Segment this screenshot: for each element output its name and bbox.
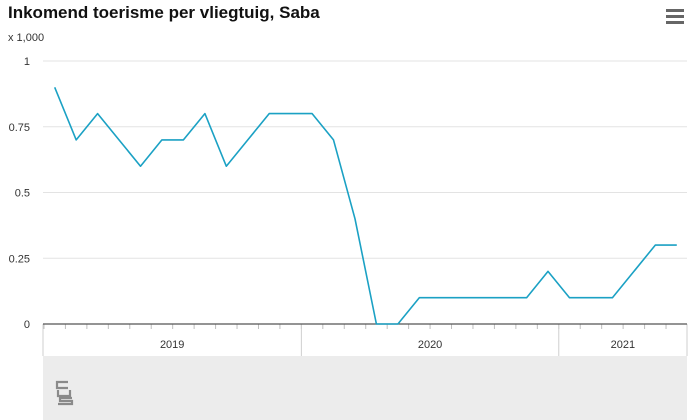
- menu-bar: [666, 21, 684, 24]
- x-year-label: 2020: [418, 339, 442, 351]
- y-axis-unit-label: x 1,000: [8, 32, 45, 44]
- y-tick-label: 0.5: [15, 188, 30, 200]
- chart-footer-panel: [43, 356, 687, 420]
- y-tick-label: 1: [24, 56, 30, 68]
- y-tick-label: 0: [24, 319, 30, 331]
- y-tick-label: 0.75: [9, 122, 30, 134]
- menu-bar: [666, 15, 684, 18]
- x-year-label: 2019: [160, 339, 184, 351]
- y-tick-label: 0.25: [9, 253, 30, 265]
- cbs-logo: [55, 380, 74, 406]
- chart-title: Inkomend toerisme per vliegtuig, Saba: [8, 3, 320, 22]
- series-line: [53, 86, 677, 325]
- menu-bar: [666, 9, 684, 12]
- hamburger-menu-icon[interactable]: [664, 6, 686, 26]
- x-year-label: 2021: [611, 339, 635, 351]
